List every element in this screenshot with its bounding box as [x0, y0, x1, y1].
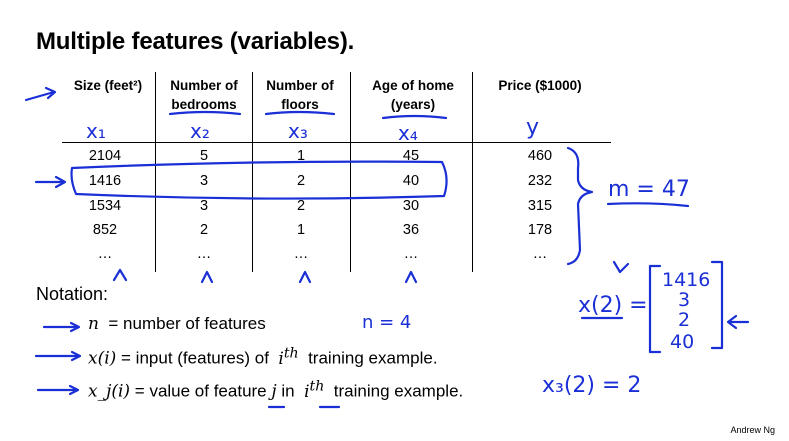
column-divider [252, 72, 253, 272]
table-cell: 1 [296, 148, 306, 164]
table-cell: 1 [296, 222, 306, 238]
m-equation: m = 47 [608, 177, 690, 202]
n-equation: n = 4 [362, 312, 411, 333]
arrow-icon [112, 268, 128, 282]
col-label-x1: x₁ [86, 119, 106, 143]
notation-text: = number of features [108, 314, 266, 333]
vector-value: 40 [670, 331, 694, 353]
header-floors-line1: Number of [266, 78, 334, 93]
vector-value: 3 [678, 289, 690, 311]
column-divider [155, 72, 156, 272]
notation-tail: training example. [333, 381, 464, 401]
notation-row-n: n = number of features [88, 314, 266, 334]
header-floors: Number of floors [254, 76, 346, 114]
col-label-x2: x₂ [190, 119, 210, 143]
underline-mark [606, 202, 690, 208]
arrow-icon [34, 350, 82, 362]
table-cell: 2 [199, 222, 209, 238]
header-price-line1: Price ($1000) [498, 78, 582, 93]
symbol-i-th: ith [278, 345, 299, 369]
header-age: Age of home (years) [358, 76, 468, 114]
arrow-icon [726, 314, 750, 330]
table-cell: … [196, 246, 212, 262]
bracket-left [648, 264, 662, 354]
table-cell: 852 [92, 222, 118, 238]
table-cell: … [97, 246, 113, 262]
page-title: Multiple features (variables). [36, 28, 355, 55]
vector-label: x(2) = [578, 293, 648, 318]
table-cell: … [403, 246, 419, 262]
arrow-icon [404, 270, 418, 284]
header-bedrooms-line2: bedrooms [171, 97, 237, 112]
table-cell: 2 [296, 173, 306, 189]
table-cell: … [532, 246, 548, 262]
symbol-j: j [271, 381, 277, 402]
symbol-n: n [88, 314, 99, 334]
notation-row-xji: x_j(i) = value of feature j in ith train… [88, 378, 463, 402]
column-divider [350, 72, 351, 272]
col-label-x3: x₃ [288, 119, 308, 143]
arrow-icon [612, 260, 630, 274]
table-cell: 2104 [88, 148, 122, 164]
symbol-x-superscript-i: x(i) [88, 348, 117, 369]
header-floors-line2: floors [281, 97, 319, 112]
header-bedrooms: Number of bedrooms [158, 76, 250, 114]
header-size: Size (feet²) [58, 76, 158, 95]
table-cell: 3 [199, 198, 209, 214]
author-footer: Andrew Ng [730, 425, 775, 435]
table-cell: 232 [527, 173, 553, 189]
table-cell: … [293, 246, 309, 262]
vector-value: 2 [678, 309, 690, 331]
table-cell: 30 [402, 198, 420, 214]
table-cell: 1534 [88, 198, 122, 214]
table-cell: 5 [199, 148, 209, 164]
notation-tail: training example. [308, 348, 438, 368]
underline-mark [381, 114, 448, 120]
column-divider [472, 72, 473, 272]
symbol-x-sub-j-sup-i: x_j(i) [88, 381, 131, 402]
col-label-y: y [526, 115, 539, 140]
symbol-i-th: ith [304, 378, 325, 402]
vector-value: 1416 [662, 269, 710, 291]
notation-in: in [281, 381, 295, 401]
bracket-right [710, 260, 724, 350]
header-bedrooms-line1: Number of [170, 78, 238, 93]
table-cell: 460 [527, 148, 553, 164]
table-cell: 40 [402, 173, 420, 189]
table-cell: 178 [527, 222, 553, 238]
notation-row-xi: x(i) = input (features) of ith training … [88, 345, 438, 369]
arrow-icon [200, 270, 214, 284]
header-size-line1: Size (feet²) [73, 78, 143, 93]
x32-equation: x₃(2) = 2 [542, 373, 641, 398]
notation-text: = value of feature [134, 381, 267, 401]
table-cell: 3 [199, 173, 209, 189]
header-age-line2: (years) [390, 97, 436, 112]
table-cell: 1416 [88, 173, 122, 189]
notation-heading: Notation: [36, 284, 109, 304]
table-cell: 2 [296, 198, 306, 214]
header-age-line1: Age of home [372, 78, 454, 93]
table-cell: 45 [402, 148, 420, 164]
arrow-icon [42, 321, 81, 333]
header-price: Price ($1000) [480, 76, 600, 95]
header-rule [62, 142, 611, 143]
notation-text: = input (features) of [121, 348, 269, 368]
table-cell: 36 [402, 222, 420, 238]
arrow-icon [24, 86, 57, 102]
table-cell: 315 [527, 198, 553, 214]
arrow-icon [36, 384, 80, 396]
arrow-icon [298, 270, 312, 284]
